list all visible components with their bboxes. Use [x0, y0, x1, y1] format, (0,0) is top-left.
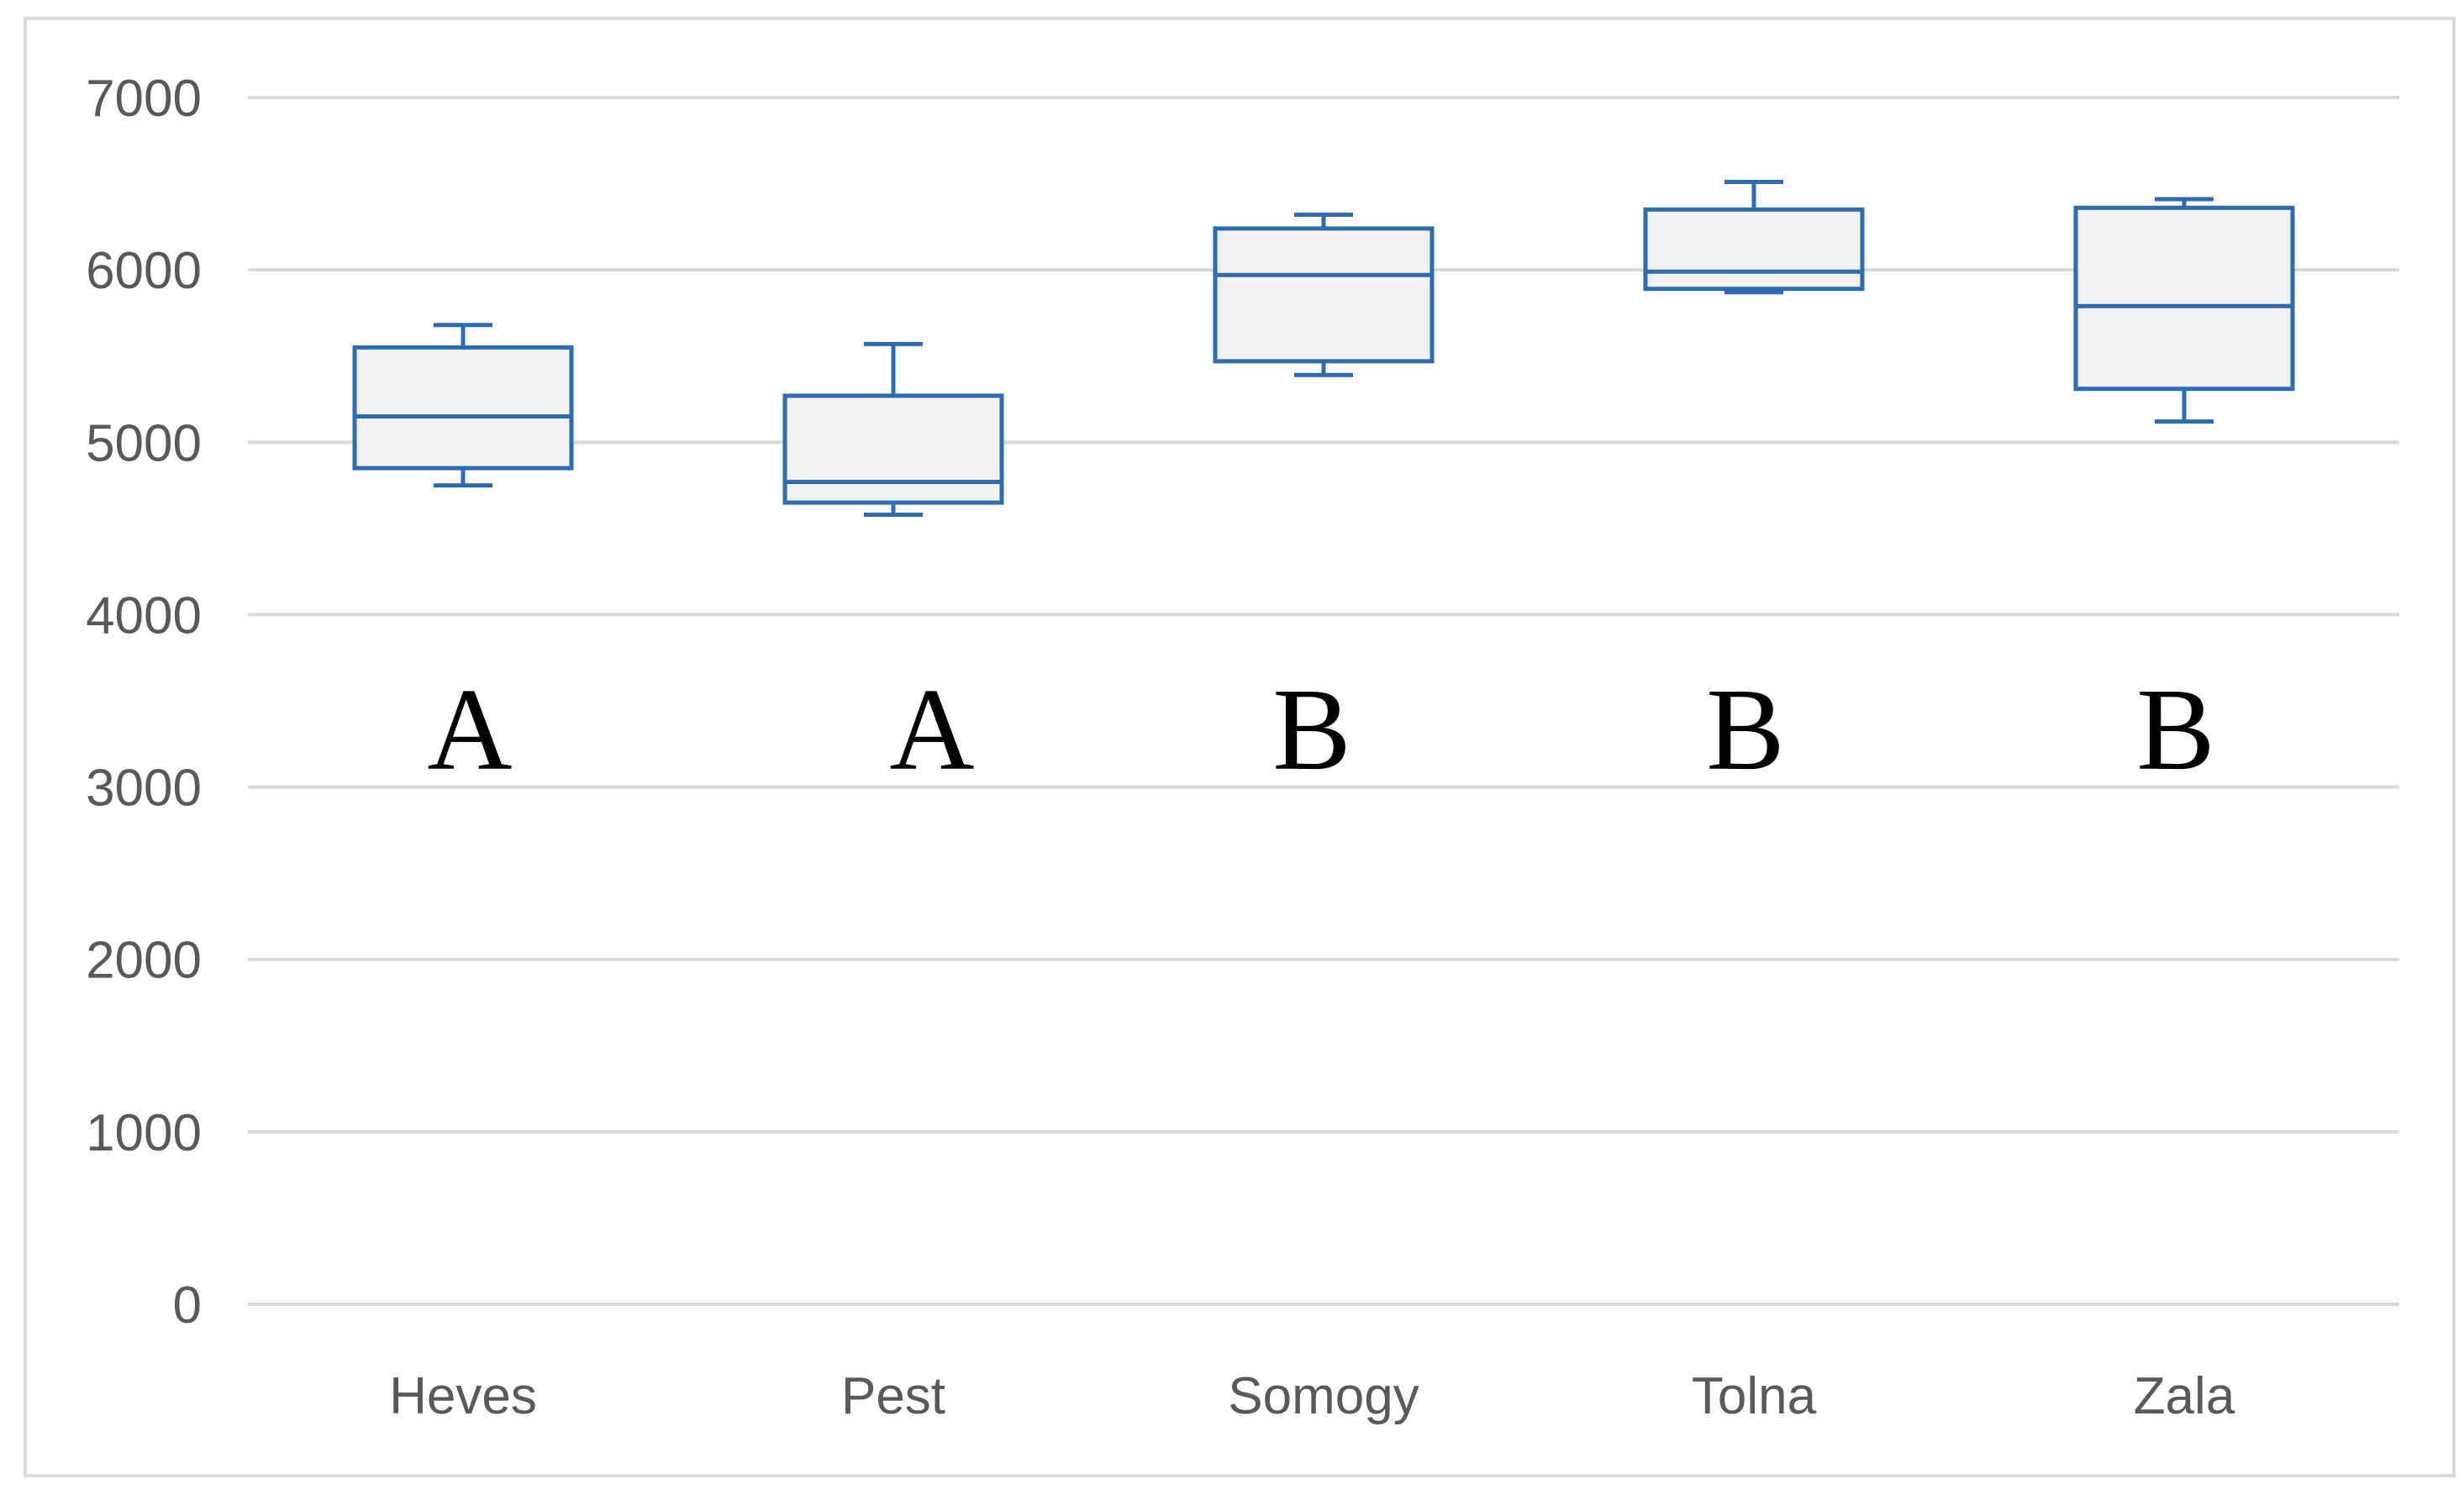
y-tick-label: 2000 — [86, 932, 202, 990]
y-tick-label: 4000 — [86, 587, 202, 645]
box-tolna — [1643, 180, 1865, 295]
y-tick-label: 3000 — [86, 760, 202, 818]
x-tick-label: Somogy — [1228, 1367, 1419, 1425]
box-somogy — [1213, 212, 1435, 377]
grid-lines — [248, 96, 2399, 1306]
x-axis-tick-labels: Heves Pest Somogy Tolna Zala — [389, 1367, 2235, 1425]
box-zala — [2073, 197, 2295, 424]
x-tick-label: Zala — [2134, 1367, 2235, 1425]
y-tick-label: 6000 — [86, 242, 202, 300]
iqr-box — [782, 393, 1004, 505]
y-tick-label: 0 — [173, 1277, 202, 1334]
x-tick-label: Heves — [389, 1367, 537, 1425]
box-pest — [782, 341, 1004, 517]
group-letter-zala: B — [2136, 665, 2214, 795]
iqr-box — [1213, 226, 1435, 364]
y-axis-tick-labels: 0 1000 2000 3000 4000 5000 6000 7000 — [86, 70, 202, 1334]
iqr-box — [1643, 207, 1865, 292]
box-series — [352, 180, 2295, 517]
group-letter-somogy: B — [1272, 665, 1350, 795]
y-tick-label: 5000 — [86, 414, 202, 472]
x-tick-label: Tolna — [1692, 1367, 1817, 1425]
iqr-box — [352, 345, 574, 471]
y-tick-label: 7000 — [86, 70, 202, 128]
x-tick-label: Pest — [841, 1367, 945, 1425]
group-letter-pest: A — [889, 665, 974, 795]
group-letter-tolna: B — [1706, 665, 1784, 795]
y-tick-label: 1000 — [86, 1104, 202, 1162]
group-letter-heves: A — [427, 665, 512, 795]
iqr-box — [2073, 205, 2295, 392]
box-heves — [352, 323, 574, 488]
